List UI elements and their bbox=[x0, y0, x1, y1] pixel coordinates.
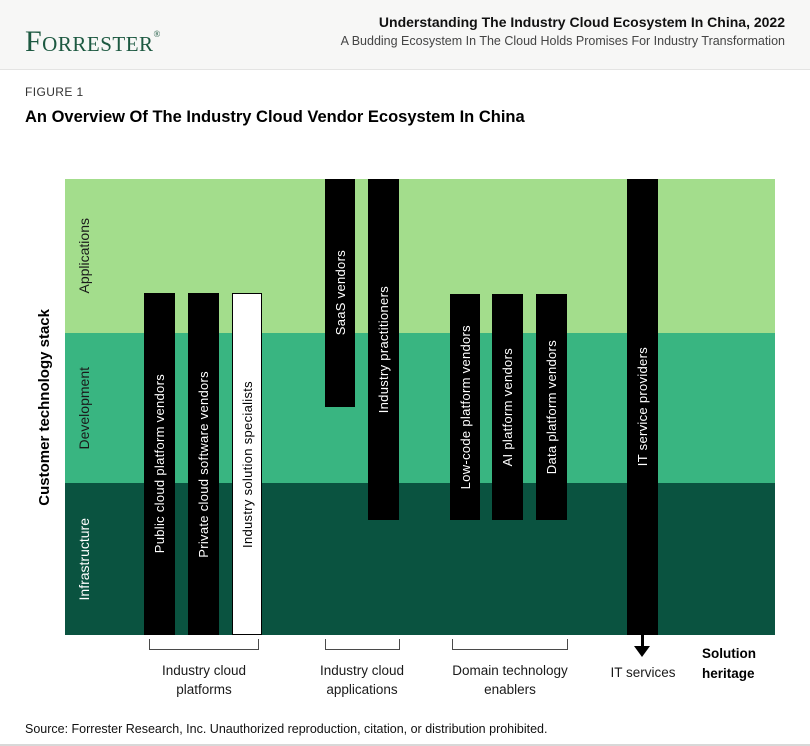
bar-industry-solution-specialists: Industry solution specialists bbox=[232, 293, 262, 635]
bar-ai-platform-vendors-label: AI platform vendors bbox=[500, 347, 515, 467]
bar-data-platform-vendors-label: Data platform vendors bbox=[544, 339, 559, 475]
bar-saas-vendors: SaaS vendors bbox=[325, 179, 355, 407]
bar-private-cloud-software-vendors-label: Private cloud software vendors bbox=[196, 370, 211, 558]
bracket-domain-technology-enablers bbox=[452, 639, 568, 650]
report-header: Forrester® Understanding The Industry Cl… bbox=[0, 0, 810, 70]
report-title-block: Understanding The Industry Cloud Ecosyst… bbox=[341, 14, 785, 48]
band-development-label: Development bbox=[69, 333, 99, 483]
group-label-domain-technology-enablers: Domain technology enablers bbox=[452, 663, 568, 697]
bar-saas-vendors-label: SaaS vendors bbox=[332, 250, 348, 336]
group-label-industry-cloud-platforms: Industry cloud platforms bbox=[161, 663, 247, 697]
bar-industry-solution-specialists-label: Industry solution specialists bbox=[239, 380, 255, 548]
solution-heritage-label: Solution heritage bbox=[702, 646, 756, 681]
source-attribution: Source: Forrester Research, Inc. Unautho… bbox=[25, 722, 548, 736]
figure-title: An Overview Of The Industry Cloud Vendor… bbox=[25, 108, 525, 126]
bar-public-cloud-platform-vendors-label: Public cloud platform vendors bbox=[152, 374, 167, 554]
band-infrastructure-label: Infrastructure bbox=[69, 483, 99, 635]
bar-private-cloud-software-vendors: Private cloud software vendors bbox=[188, 293, 219, 635]
report-subtitle: A Budding Ecosystem In The Cloud Holds P… bbox=[340, 34, 785, 48]
bracket-industry-cloud-applications bbox=[325, 639, 400, 650]
bar-industry-practitioners-label: Industry practitioners bbox=[376, 285, 391, 414]
y-axis-label-text: Customer technology stack bbox=[35, 308, 53, 506]
registered-trademark-icon: ® bbox=[153, 29, 161, 39]
band-development-label-text: Development bbox=[76, 366, 92, 450]
bar-ai-platform-vendors: AI platform vendors bbox=[492, 294, 523, 520]
bar-low-code-platform-vendors-label: Low-code platform vendors bbox=[457, 324, 473, 490]
bar-data-platform-vendors: Data platform vendors bbox=[536, 294, 567, 520]
bottom-divider bbox=[0, 744, 810, 746]
band-applications-label-text: Applications bbox=[76, 218, 92, 294]
bar-public-cloud-platform-vendors: Public cloud platform vendors bbox=[144, 293, 175, 635]
bar-industry-practitioners: Industry practitioners bbox=[368, 179, 399, 520]
down-arrow-icon bbox=[634, 646, 650, 657]
bracket-industry-cloud-platforms bbox=[149, 639, 259, 650]
bar-it-service-providers-label: IT service providers bbox=[635, 347, 650, 467]
bar-it-service-providers: IT service providers bbox=[627, 179, 658, 635]
figure-number-label: FIGURE 1 bbox=[25, 85, 84, 99]
group-label-industry-cloud-applications: Industry cloud applications bbox=[319, 663, 405, 697]
report-title: Understanding The Industry Cloud Ecosyst… bbox=[378, 14, 785, 30]
y-axis-label: Customer technology stack bbox=[30, 179, 58, 635]
solution-heritage-arrow-stem bbox=[641, 635, 644, 648]
forrester-logo: Forrester® bbox=[25, 20, 161, 58]
bar-low-code-platform-vendors: Low-code platform vendors bbox=[450, 294, 480, 520]
band-infrastructure-label-text: Infrastructure bbox=[76, 517, 92, 601]
group-label-it-services: IT services bbox=[610, 665, 676, 680]
band-applications-label: Applications bbox=[69, 179, 99, 333]
forrester-logo-text: Forrester bbox=[25, 25, 154, 58]
